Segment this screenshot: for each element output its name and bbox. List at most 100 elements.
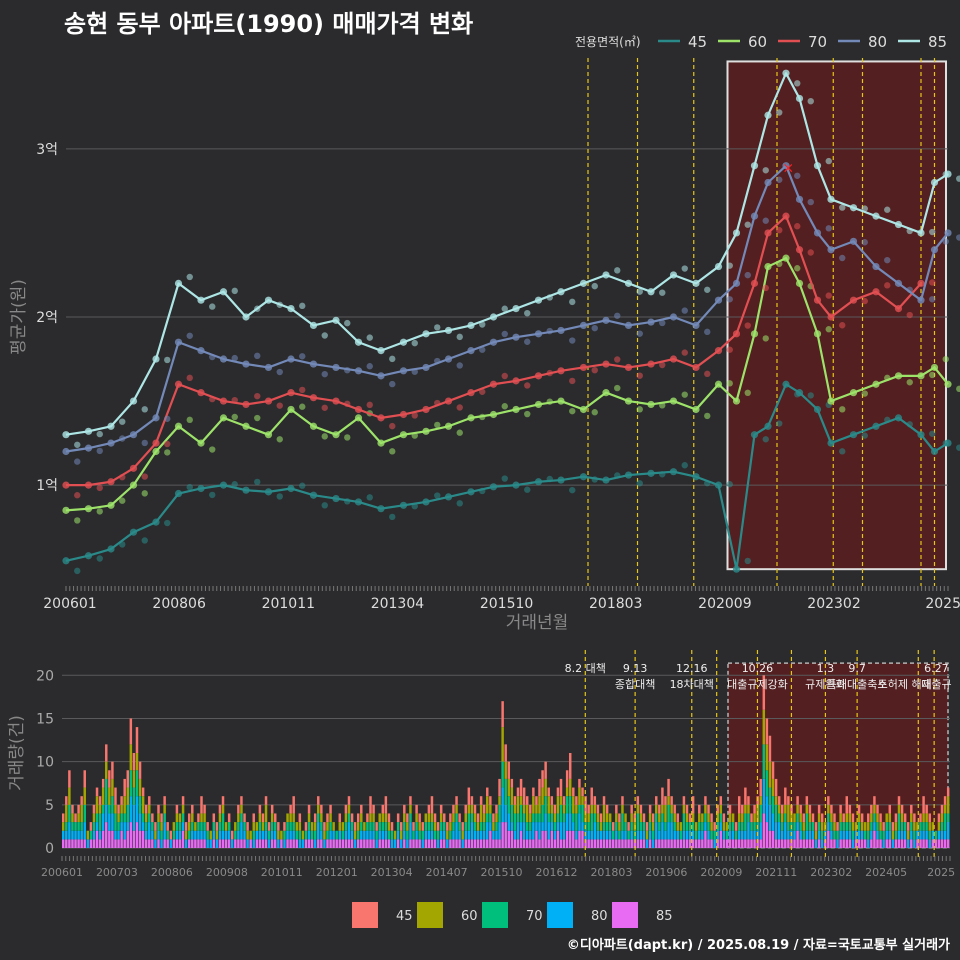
bar-segment-45 bbox=[323, 822, 326, 831]
data-point-70 bbox=[614, 356, 621, 363]
data-point-70 bbox=[732, 330, 741, 338]
bar-segment-70 bbox=[679, 830, 683, 840]
bar-segment-85 bbox=[710, 839, 713, 848]
bar-segment-80 bbox=[403, 830, 406, 840]
bar-segment-60 bbox=[384, 813, 388, 823]
bar-segment-80 bbox=[578, 813, 581, 831]
bar-segment-70 bbox=[716, 822, 719, 831]
bar-segment-70 bbox=[888, 822, 892, 831]
bar-segment-85 bbox=[243, 839, 246, 848]
bar-segment-85 bbox=[744, 839, 747, 848]
bar-segment-45 bbox=[559, 778, 563, 797]
bar-segment-85 bbox=[191, 839, 194, 848]
data-point-80 bbox=[714, 296, 723, 304]
bar-segment-45 bbox=[129, 718, 133, 745]
bar-segment-45 bbox=[467, 787, 471, 805]
bar-segment-45 bbox=[412, 822, 415, 831]
bar-segment-45 bbox=[344, 804, 348, 814]
data-point-45 bbox=[647, 469, 655, 477]
data-point-70 bbox=[534, 372, 543, 380]
bar-segment-60 bbox=[148, 804, 151, 814]
data-point-45 bbox=[764, 422, 772, 430]
bar-segment-85 bbox=[784, 839, 787, 848]
highlight-region bbox=[726, 60, 947, 571]
bar-segment-60 bbox=[876, 813, 879, 823]
bar-segment-70 bbox=[267, 830, 271, 840]
data-point-45 bbox=[242, 486, 250, 494]
data-point-80 bbox=[309, 360, 318, 368]
bar-segment-70 bbox=[320, 822, 323, 831]
bar-segment-70 bbox=[298, 830, 302, 840]
data-point-60 bbox=[501, 403, 508, 410]
data-point-70 bbox=[309, 394, 318, 402]
bar-segment-45 bbox=[446, 822, 449, 831]
data-point-60 bbox=[186, 416, 193, 424]
bar-segment-45 bbox=[587, 804, 590, 814]
bar-segment-80 bbox=[215, 839, 219, 848]
bar-segment-60 bbox=[704, 804, 707, 814]
bar-segment-70 bbox=[522, 813, 526, 823]
bar-segment-85 bbox=[304, 839, 308, 848]
bar-segment-60 bbox=[584, 813, 587, 823]
bar-segment-85 bbox=[667, 839, 670, 848]
bar-segment-60 bbox=[747, 804, 750, 814]
data-point-70 bbox=[776, 226, 783, 234]
bar-segment-45 bbox=[633, 813, 636, 823]
bar-segment-70 bbox=[667, 804, 670, 823]
data-point-70 bbox=[501, 372, 508, 380]
bar-segment-70 bbox=[283, 830, 286, 840]
bar-segment-85 bbox=[310, 839, 314, 848]
y-tick-label: 0 bbox=[45, 841, 54, 857]
bar-segment-80 bbox=[670, 822, 673, 840]
bar-segment-70 bbox=[848, 822, 852, 831]
data-point-70 bbox=[96, 484, 103, 492]
data-point-80 bbox=[762, 217, 769, 224]
bar-segment-70 bbox=[900, 822, 904, 831]
bar-segment-85 bbox=[737, 839, 741, 848]
bar-segment-80 bbox=[406, 839, 409, 848]
x-tick-label: 200806 bbox=[152, 596, 206, 612]
bar-segment-70 bbox=[615, 822, 618, 831]
bar-segment-45 bbox=[98, 796, 102, 805]
bar-segment-80 bbox=[396, 830, 400, 840]
x-tick-label: 201201 bbox=[316, 866, 358, 879]
bar-segment-80 bbox=[728, 830, 732, 840]
bar-segment-85 bbox=[777, 839, 781, 848]
bar-segment-80 bbox=[532, 822, 535, 840]
bar-segment-80 bbox=[369, 830, 372, 840]
bar-segment-60 bbox=[83, 787, 86, 805]
bar-segment-85 bbox=[350, 839, 354, 848]
bar-segment-70 bbox=[221, 813, 225, 831]
bar-segment-70 bbox=[310, 830, 314, 840]
data-point-70 bbox=[209, 395, 216, 403]
bar-segment-80 bbox=[851, 839, 855, 848]
bar-segment-70 bbox=[863, 830, 867, 840]
bar-segment-85 bbox=[937, 839, 941, 848]
data-point-60 bbox=[602, 389, 610, 397]
bar-segment-80 bbox=[399, 839, 403, 848]
bar-segment-70 bbox=[252, 830, 255, 840]
bar-segment-80 bbox=[664, 830, 667, 840]
data-point-85 bbox=[894, 220, 903, 229]
bar-segment-85 bbox=[704, 830, 707, 848]
bar-segment-60 bbox=[707, 813, 710, 823]
bar-segment-80 bbox=[212, 830, 216, 840]
bar-segment-45 bbox=[83, 770, 86, 788]
bar-segment-85 bbox=[292, 839, 295, 848]
bar-segment-70 bbox=[590, 813, 593, 831]
bar-segment-80 bbox=[277, 839, 280, 848]
bar-segment-85 bbox=[360, 839, 363, 848]
y-axis-title: 평균가(원) bbox=[9, 279, 29, 355]
data-point-60 bbox=[614, 384, 621, 392]
bar-segment-80 bbox=[900, 830, 904, 840]
bar-segment-80 bbox=[587, 830, 590, 840]
data-point-70 bbox=[84, 481, 93, 489]
bar-segment-80 bbox=[320, 830, 323, 840]
bar-segment-45 bbox=[372, 804, 375, 814]
bar-segment-45 bbox=[747, 796, 750, 805]
bar-segment-80 bbox=[80, 830, 83, 840]
data-point-45 bbox=[524, 486, 531, 493]
bar-segment-45 bbox=[667, 778, 670, 797]
bar-segment-85 bbox=[89, 839, 93, 848]
data-point-60 bbox=[344, 434, 351, 441]
